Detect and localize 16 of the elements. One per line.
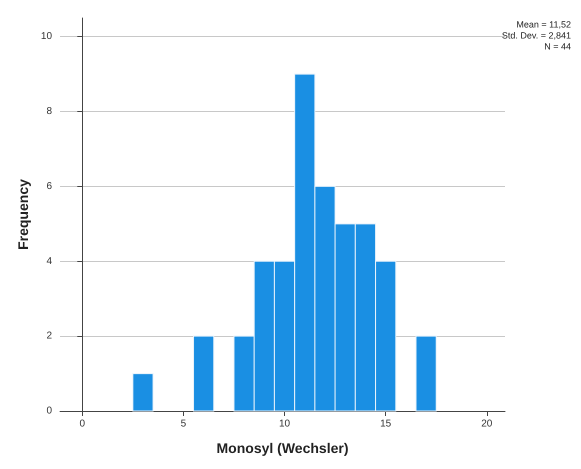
y-tick-label: 4: [46, 256, 52, 267]
x-axis-title: Monosyl (Wechsler): [216, 440, 349, 456]
y-tick-label: 10: [40, 31, 52, 42]
x-tick-label: 5: [180, 418, 187, 430]
y-axis-title: Frequency: [15, 178, 31, 250]
x-tick-label: 0: [79, 418, 86, 430]
text: Mean = 11,52: [516, 20, 571, 30]
text: N = 44: [544, 42, 572, 52]
x-tick-label: 15: [380, 418, 392, 430]
y-tick-label: 8: [46, 106, 52, 118]
x-tick-label: 10: [278, 418, 291, 430]
annotation: Std. Dev. = 2,841: [502, 30, 572, 40]
y-tick-label: 6: [46, 180, 52, 192]
x-tick-label: 20: [481, 418, 493, 430]
y-tick-label: 2: [46, 330, 52, 342]
y-tick-label: 0: [46, 406, 52, 416]
